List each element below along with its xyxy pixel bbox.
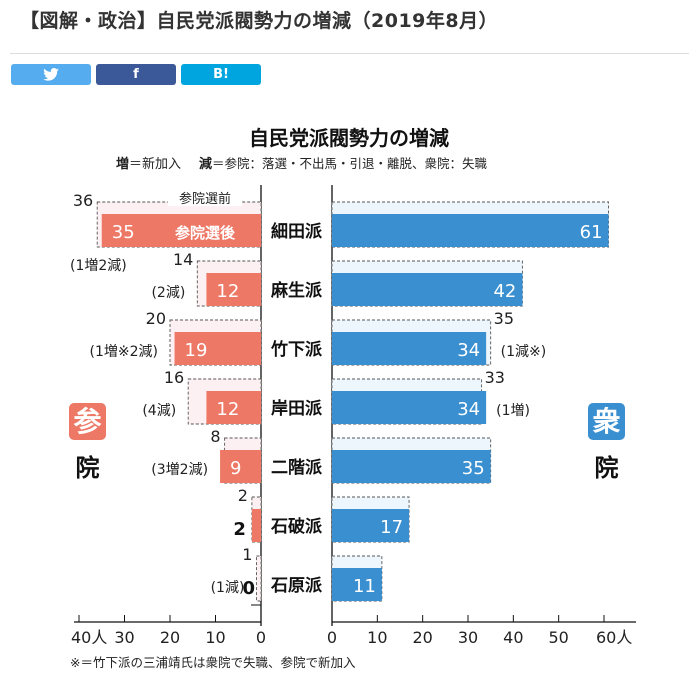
lower-after-bar — [332, 568, 382, 601]
upper-change-note: (2減) — [151, 284, 185, 301]
upper-after-bar — [251, 509, 261, 542]
lower-after-bar — [332, 391, 487, 424]
before-label: 参院選前 — [179, 191, 231, 207]
upper-axis-tick-label: 30 — [114, 628, 134, 647]
upper-after-label: 12 — [216, 399, 239, 420]
lower-after-bar — [332, 214, 609, 247]
upper-axis-tick-label: 40人 — [71, 628, 107, 647]
before-label-bg — [168, 190, 242, 206]
faction-label: 石原派 — [270, 576, 323, 596]
faction-label: 石破派 — [270, 516, 323, 537]
lower-after-label: 35 — [462, 458, 485, 479]
upper-before-label: 2 — [238, 486, 248, 505]
upper-after-bar — [206, 273, 261, 306]
lower-after-bar — [332, 332, 487, 365]
upper-house-badge-char: 参 — [73, 405, 101, 438]
lower-after-bar — [332, 509, 410, 542]
upper-before-label: 14 — [173, 250, 193, 269]
upper-house-badge — [69, 403, 106, 440]
legend-inc-key: 増 — [116, 156, 129, 172]
upper-before-label: 36 — [73, 191, 93, 210]
upper-before-label: 20 — [146, 309, 166, 328]
upper-after-label: 19 — [185, 340, 208, 361]
chart-legend: 増＝新加入 減＝参院：落選・不出馬・引退・離脱、衆院：失職 — [116, 156, 488, 172]
upper-after-bar — [206, 391, 261, 424]
legend-dec-key: 減 — [199, 156, 212, 172]
page-title: 【図解・政治】自民党派閥勢力の増減（2019年8月） — [20, 10, 499, 32]
lower-axis-tick-label: 40 — [503, 628, 523, 647]
twitter-share-button[interactable] — [11, 64, 91, 85]
upper-change-note: (1減) — [211, 579, 245, 596]
hatena-bookmark-button[interactable]: B! — [181, 64, 261, 85]
upper-after-bar — [174, 332, 261, 365]
after-label: 参院選後 — [175, 224, 236, 242]
lower-axis-tick-label: 50 — [548, 628, 568, 647]
divider — [10, 53, 689, 54]
lower-after-label: 34 — [457, 340, 480, 361]
legend-inc-text: ＝新加入 — [129, 156, 181, 172]
upper-axis-tick-label: 0 — [256, 628, 266, 647]
upper-change-note: (4減) — [142, 402, 176, 419]
upper-after-label: 35 — [112, 222, 135, 243]
twitter-bird-icon — [43, 68, 59, 81]
upper-after-bar — [220, 450, 261, 483]
faction-label: 麻生派 — [270, 280, 323, 301]
lower-after-label: 61 — [580, 222, 603, 243]
upper-after-label: 0 — [242, 578, 255, 599]
lower-house-badge-char: 衆 — [592, 405, 620, 438]
lower-after-bar — [332, 273, 523, 306]
upper-after-label: 2 — [233, 519, 246, 540]
upper-before-label: 8 — [210, 427, 220, 446]
upper-after-bar — [101, 214, 261, 247]
upper-axis-tick-label: 10 — [205, 628, 225, 647]
lower-axis-tick-label: 10 — [367, 628, 387, 647]
footnote: ※＝竹下派の三浦靖氏は衆院で失職、参院で新加入 — [70, 655, 356, 670]
lower-after-label: 17 — [380, 517, 403, 538]
lower-before-label: 33 — [485, 368, 505, 387]
hatena-bookmark-icon: B! — [213, 67, 229, 82]
lower-house-label: 院 — [595, 454, 619, 482]
upper-change-note: (1増※2減) — [90, 343, 158, 360]
faction-label: 竹下派 — [270, 339, 323, 360]
lower-axis-tick-label: 60人 — [596, 628, 632, 647]
facebook-icon: f — [133, 67, 139, 82]
lower-after-label: 34 — [457, 399, 480, 420]
upper-change-note: (1増2減) — [70, 257, 127, 274]
lower-after-label: 11 — [353, 576, 376, 597]
upper-before-bar — [256, 555, 262, 602]
lower-before-label: 35 — [494, 309, 514, 328]
facebook-share-button[interactable]: f — [96, 64, 176, 85]
upper-axis-tick-label: 20 — [160, 628, 180, 647]
upper-before-label: 16 — [164, 368, 184, 387]
lower-after-label: 42 — [493, 281, 516, 302]
upper-change-note: (3増2減) — [151, 461, 208, 478]
upper-after-label: 12 — [216, 281, 239, 302]
lower-change-note: (1増) — [496, 403, 530, 419]
lower-house-badge — [588, 403, 625, 440]
lower-axis-tick-label: 30 — [458, 628, 478, 647]
faction-label: 二階派 — [271, 458, 323, 478]
upper-after-label: 9 — [230, 458, 241, 479]
lower-after-bar — [332, 450, 491, 483]
upper-before-label: 1 — [242, 545, 252, 564]
faction-label: 岸田派 — [271, 398, 323, 419]
upper-house-label: 院 — [76, 454, 100, 482]
lower-axis-tick-label: 20 — [412, 628, 432, 647]
chart-title: 自民党派閥勢力の増減 — [249, 126, 449, 150]
faction-label: 細田派 — [271, 221, 323, 242]
lower-change-note: (1減※) — [501, 343, 547, 360]
legend-dec-text: ＝参院：落選・不出馬・引退・離脱、衆院：失職 — [212, 156, 488, 171]
lower-axis-tick-label: 0 — [327, 628, 337, 647]
